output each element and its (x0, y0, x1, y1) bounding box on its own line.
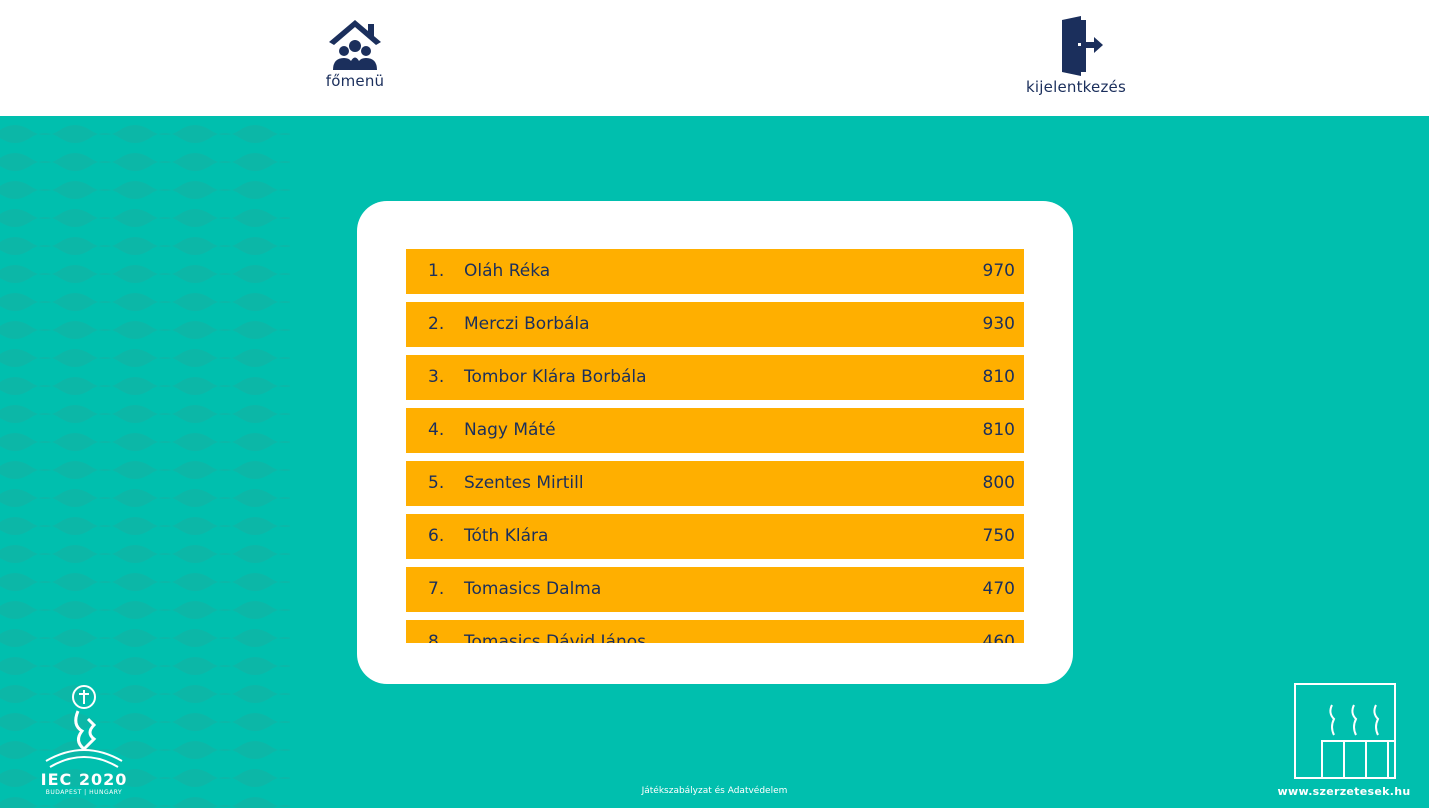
row-rank: 7. (428, 579, 445, 599)
logout-label: kijelentkezés (1026, 78, 1126, 96)
row-score: 810 (982, 420, 1015, 440)
main-stage: 1. Oláh Réka 970 2. Merczi Borbála 930 3. Tombo… (0, 116, 1429, 808)
row-score: 460 (982, 632, 1015, 643)
row-name: Oláh Réka (464, 261, 551, 281)
row-score: 750 (982, 526, 1015, 546)
row-name: Tombor Klára Borbála (464, 367, 647, 387)
row-rank: 6. (428, 526, 445, 546)
rules-privacy-link[interactable]: Játékszabályzat és Adatvédelem (641, 786, 788, 796)
row-name: Merczi Borbála (464, 314, 590, 334)
top-bar: főmenü kijelentkezés (0, 0, 1429, 116)
wave-pattern (0, 116, 290, 808)
row-rank: 2. (428, 314, 445, 334)
iec-subtitle: BUDAPEST | HUNGARY (45, 789, 123, 796)
row-rank: 5. (428, 473, 445, 493)
leaderboard-card: 1. Oláh Réka 970 2. Merczi Borbála 930 3. Tombo… (357, 201, 1073, 684)
row-rank: 1. (428, 261, 445, 281)
row-score: 800 (982, 473, 1015, 493)
leaderboard-row: 3. Tombor Klára Borbála 810 (406, 355, 1024, 400)
leaderboard-row: 7. Tomasics Dalma 470 (406, 567, 1024, 612)
row-score: 810 (982, 367, 1015, 387)
row-name: Tomasics Dávid János (464, 632, 647, 643)
home-label: főmenü (325, 72, 385, 90)
iec-caption: IEC 2020 BUDAPEST | HUNGARY (32, 770, 136, 796)
iec-title: IEC 2020 (40, 770, 128, 789)
row-name: Tóth Klára (464, 526, 549, 546)
row-score: 930 (982, 314, 1015, 334)
door-exit-icon (1062, 16, 1103, 76)
leaderboard-row: 2. Merczi Borbála 930 (406, 302, 1024, 347)
row-rank: 8. (428, 632, 445, 643)
home-button[interactable]: főmenü (320, 16, 390, 90)
iec-logo (45, 685, 123, 768)
leaderboard-row: 6. Tóth Klára 750 (406, 514, 1024, 559)
row-score: 470 (982, 579, 1015, 599)
row-name: Nagy Máté (464, 420, 556, 440)
row-score: 970 (982, 261, 1015, 281)
leaderboard-row: 8. Tomasics Dávid János 460 (406, 620, 1024, 643)
leaderboard-list[interactable]: 1. Oláh Réka 970 2. Merczi Borbála 930 3. Tombo… (406, 249, 1024, 643)
row-rank: 4. (428, 420, 445, 440)
logout-button[interactable]: kijelentkezés (1020, 16, 1132, 96)
home-people-icon (329, 20, 381, 70)
row-name: Tomasics Dalma (464, 579, 602, 599)
leaderboard-row: 4. Nagy Máté 810 (406, 408, 1024, 453)
leaderboard-row: 1. Oláh Réka 970 (406, 249, 1024, 294)
row-rank: 3. (428, 367, 445, 387)
site-url[interactable]: www.szerzetesek.hu (1277, 785, 1411, 798)
row-name: Szentes Mirtill (464, 473, 584, 493)
leaderboard-row: 5. Szentes Mirtill 800 (406, 461, 1024, 506)
szerzetesek-logo (1294, 683, 1396, 779)
